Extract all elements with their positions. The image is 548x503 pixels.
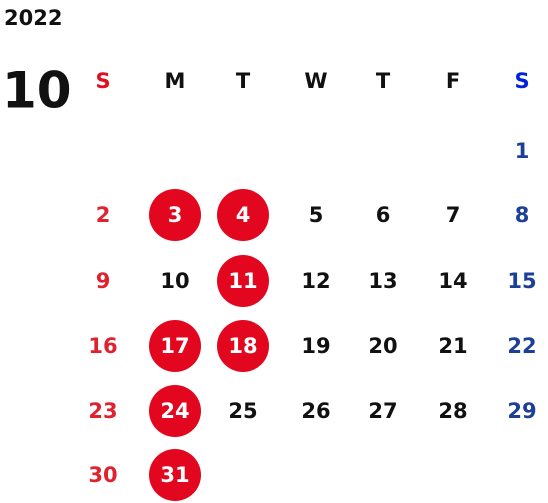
day: 5: [309, 203, 324, 227]
day: 9: [96, 269, 111, 293]
day: 20: [368, 334, 397, 358]
day: 3: [168, 203, 183, 227]
day: 25: [228, 399, 257, 423]
day: 31: [160, 463, 189, 487]
day: 11: [228, 269, 257, 293]
day: 22: [507, 334, 536, 358]
day: 27: [368, 399, 397, 423]
month: 10: [2, 62, 72, 120]
day-highlight: [217, 320, 269, 372]
weekday-header: S: [95, 69, 110, 93]
day: 2: [96, 203, 111, 227]
day: 10: [160, 269, 189, 293]
day-highlight: [149, 449, 201, 501]
day-highlight: [149, 189, 201, 241]
day: 23: [88, 399, 117, 423]
day-highlight: [217, 189, 269, 241]
weekday-header: M: [165, 69, 186, 93]
day: 7: [446, 203, 461, 227]
day: 21: [438, 334, 467, 358]
day: 19: [301, 334, 330, 358]
weekday-header: F: [446, 69, 460, 93]
day: 13: [368, 269, 397, 293]
day-highlight: [149, 320, 201, 372]
weekday-header: S: [514, 69, 529, 93]
day: 4: [236, 203, 251, 227]
weekday-header: T: [376, 69, 391, 93]
year: 2022: [4, 6, 62, 30]
day: 18: [228, 334, 257, 358]
day: 1: [515, 139, 530, 163]
day-highlight: [149, 385, 201, 437]
day-highlight: [217, 255, 269, 307]
day: 30: [88, 463, 117, 487]
day: 6: [376, 203, 391, 227]
weekday-header: W: [304, 69, 327, 93]
day: 12: [301, 269, 330, 293]
weekday-header: T: [236, 69, 251, 93]
day: 26: [301, 399, 330, 423]
day: 8: [515, 203, 530, 227]
day: 14: [438, 269, 467, 293]
day: 16: [88, 334, 117, 358]
day: 17: [160, 334, 189, 358]
day: 28: [438, 399, 467, 423]
day: 29: [507, 399, 536, 423]
day: 15: [507, 269, 536, 293]
day: 24: [160, 399, 189, 423]
